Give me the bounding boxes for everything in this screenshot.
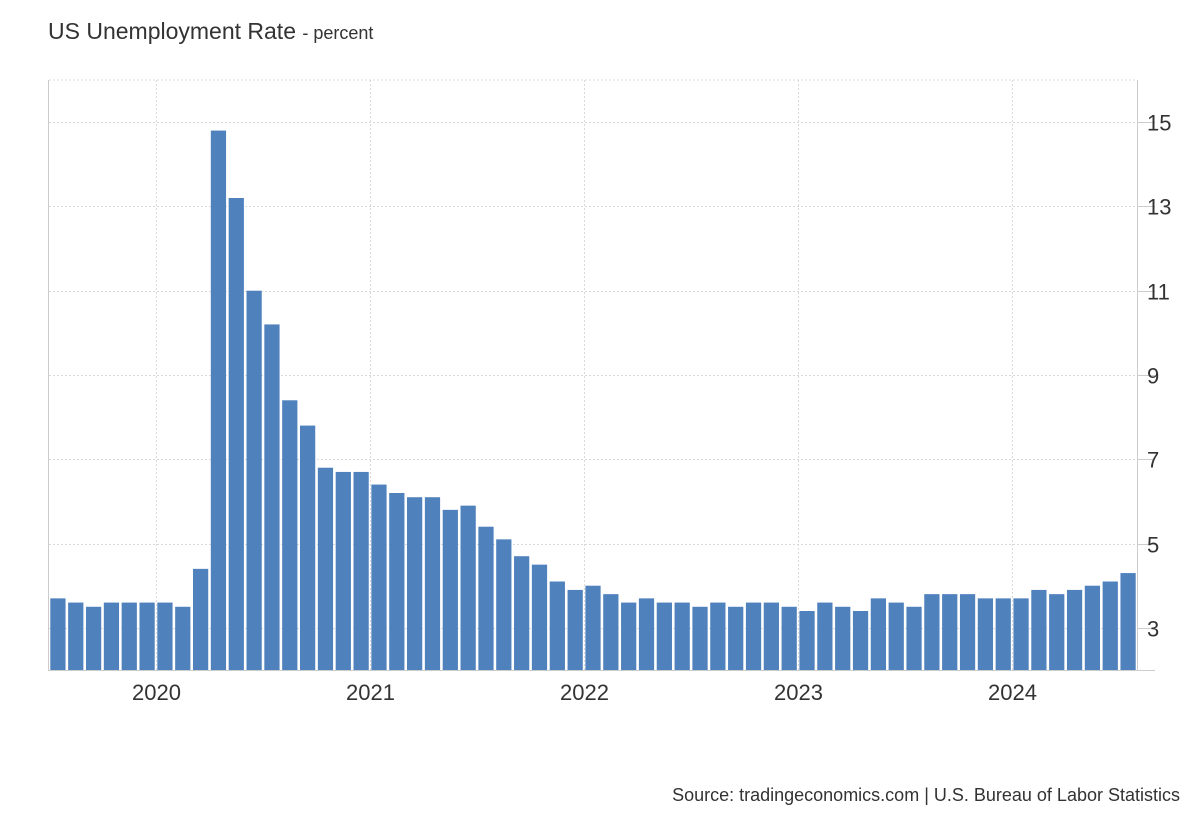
bar — [745, 602, 762, 670]
axis-layer — [48, 80, 1155, 671]
bar — [282, 400, 298, 670]
bar — [228, 198, 244, 670]
source-text: Source: tradingeconomics.com | U.S. Bure… — [672, 785, 1180, 805]
x-tick-label: 2023 — [774, 680, 823, 705]
bar — [1084, 585, 1101, 670]
bar — [300, 425, 316, 670]
bar — [1013, 598, 1029, 670]
bar — [656, 602, 672, 670]
bar — [371, 484, 387, 670]
chart-title-text: US Unemployment Rate — [48, 18, 296, 44]
bar — [478, 526, 494, 670]
bar — [50, 598, 66, 670]
bar — [603, 594, 619, 670]
bar — [924, 594, 940, 670]
bar — [1120, 573, 1136, 670]
bar — [763, 602, 779, 670]
y-tick-label: 9 — [1147, 364, 1159, 389]
bar — [407, 497, 423, 670]
bar — [728, 606, 744, 670]
bar — [1031, 589, 1047, 670]
bar — [442, 509, 458, 670]
bar — [353, 471, 369, 670]
y-tick-label: 3 — [1147, 617, 1159, 642]
bar — [531, 564, 548, 670]
bar — [1102, 581, 1118, 670]
bars-layer — [50, 130, 1136, 670]
bar — [906, 606, 922, 670]
bar — [817, 602, 833, 670]
bar — [692, 606, 708, 670]
bar — [157, 602, 173, 670]
bar — [68, 602, 84, 670]
bar — [460, 505, 476, 670]
bar — [192, 568, 209, 670]
bar — [496, 539, 512, 670]
x-tick-label: 2024 — [988, 680, 1037, 705]
y-tick-label: 11 — [1147, 280, 1170, 305]
labels-layer: 3 5 7 9 11 13 15 2020 2021 2022 2023 2024 — [132, 111, 1171, 706]
bar — [781, 606, 797, 670]
chart-subtitle: - percent — [302, 23, 374, 43]
bar — [1066, 589, 1083, 670]
bar — [567, 589, 583, 670]
y-tick-label: 15 — [1147, 111, 1171, 136]
bar — [674, 602, 690, 670]
bar — [621, 602, 637, 670]
bar — [799, 611, 815, 670]
bar — [585, 585, 601, 670]
bar — [638, 598, 655, 670]
bar — [103, 602, 120, 670]
bar — [389, 493, 405, 670]
bar — [852, 611, 869, 670]
bar — [942, 594, 958, 670]
bar — [85, 606, 102, 670]
bar — [888, 602, 904, 670]
bar — [710, 602, 726, 670]
x-tick-label: 2020 — [132, 680, 181, 705]
bar — [977, 598, 994, 670]
bar — [246, 290, 262, 670]
bar — [995, 598, 1011, 670]
bar — [175, 606, 191, 670]
bar — [335, 471, 351, 670]
x-tick-label: 2021 — [346, 680, 395, 705]
y-tick-label: 13 — [1147, 195, 1171, 220]
bar — [424, 497, 441, 670]
bar — [121, 602, 137, 670]
bar — [317, 467, 334, 670]
x-tick-label: 2022 — [560, 680, 609, 705]
bar — [959, 594, 976, 670]
chart-subtitle-text: percent — [313, 23, 374, 43]
bar — [1049, 594, 1065, 670]
bar — [264, 324, 280, 670]
y-tick-label: 7 — [1147, 448, 1159, 473]
chart-title: US Unemployment Rate - percent — [48, 18, 373, 45]
bar — [870, 598, 886, 670]
bar — [549, 581, 565, 670]
bar — [514, 556, 530, 670]
bar — [139, 602, 155, 670]
bar — [835, 606, 851, 670]
y-tick-label: 5 — [1147, 533, 1159, 558]
bar — [210, 130, 227, 670]
